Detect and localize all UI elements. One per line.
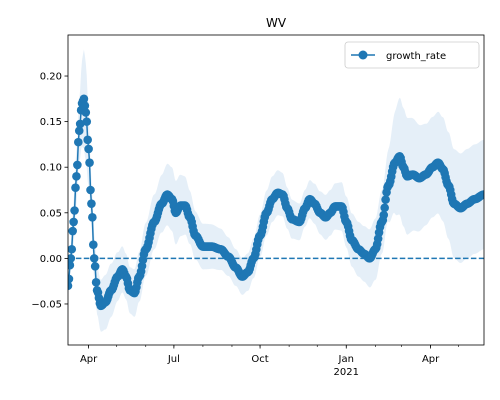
data-point [86,185,95,195]
plot-area [68,49,484,332]
data-point [68,244,77,254]
legend-marker [358,50,368,60]
data-point [69,217,78,227]
data-point [68,274,74,284]
data-point [79,94,89,104]
legend-label: growth_rate [386,51,446,62]
data-point [80,101,90,110]
growth-rate-points [68,94,484,311]
data-point [74,137,83,147]
data-point [68,260,75,270]
data-point [90,262,100,271]
x-tick-label: Apr [80,354,98,365]
data-point [88,213,97,222]
data-point [85,158,94,167]
data-point [89,254,99,263]
plot-frame [67,34,485,346]
legend: growth_rate [344,41,480,69]
x-tick-label: Jul [167,354,180,365]
data-point [83,135,92,145]
data-point [84,144,93,154]
data-point [91,278,101,287]
legend-box [344,41,480,69]
data-point [71,183,80,193]
data-point [68,226,77,236]
data-point [81,108,91,117]
y-tick-label: −0.05 [31,299,62,310]
data-point [70,206,79,215]
x-tick-label: Jan [338,354,354,365]
data-point [68,254,76,263]
x-tick-year-label: 2021 [334,367,359,378]
data-point [379,210,389,220]
x-tick-label: Apr [422,354,440,365]
data-point [72,172,81,181]
data-point [89,240,98,250]
data-point [75,119,85,129]
data-point [381,195,390,204]
y-tick-label: 0.15 [40,117,62,128]
y-tick-label: 0.10 [40,163,62,174]
y-tick-label: 0.20 [40,72,62,83]
data-point [68,281,73,291]
y-tick-label: 0.00 [40,254,62,265]
x-axis: Apr Jul Oct Jan 2021 Apr [80,345,460,378]
y-tick-label: 0.05 [40,208,62,219]
data-point [82,117,92,126]
data-point [74,126,84,136]
y-axis: −0.05 0.00 0.05 0.10 0.15 0.20 [31,72,68,310]
chart-title: WV [266,16,287,30]
data-point [380,203,389,213]
data-point [73,160,82,170]
x-tick-label: Oct [251,354,268,365]
data-point [87,199,96,208]
data-point [479,190,484,199]
